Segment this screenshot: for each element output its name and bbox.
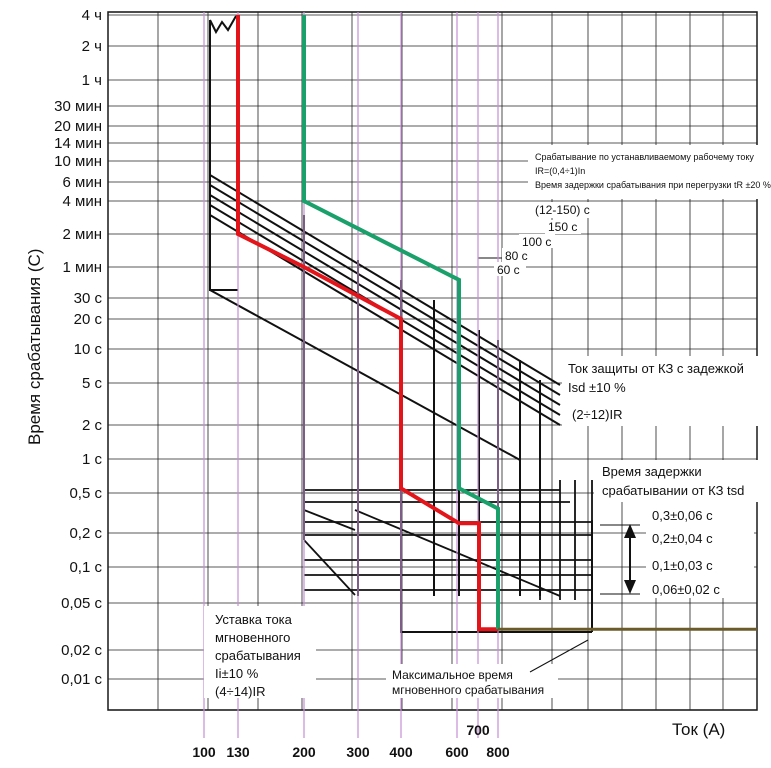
band-line [209, 20, 238, 291]
max-annotation-leader [529, 639, 589, 673]
y-tick-label: 0,01 с [61, 671, 102, 688]
tr-value-range: (12-150) с [535, 203, 590, 217]
tr-value-60: 60 с [497, 263, 520, 277]
band-line [209, 15, 237, 35]
max-annotation-line-1: Максимальное время [392, 668, 513, 682]
y-tick-label: 1 с [82, 451, 103, 468]
isd-annotation: Ток защиты от КЗ с задежкой Isd ±10 % (2… [562, 356, 762, 426]
y-tick-label: 20 мин [54, 118, 102, 135]
y-axis-label: Время срабатывания (С) [25, 249, 44, 445]
x-tick-label: 300 [346, 744, 370, 760]
x-axis-label: Ток (А) [672, 720, 725, 739]
y-tick-label: 2 с [82, 417, 103, 434]
ir-annotation-line-2: IR=(0,4÷1)In [535, 166, 585, 176]
tsd-annotation-line-1: Время задержки [602, 464, 702, 479]
y-tick-label: 1 ч [82, 72, 102, 89]
y-tick-label: 14 мин [54, 135, 102, 152]
y-tick-label: 0,5 с [69, 485, 102, 502]
band-line [209, 184, 561, 396]
x-tick-label: 400 [389, 744, 413, 760]
x-tick-labels: 100 130 200 300 400 600 700 800 [192, 722, 510, 760]
tsd-arrow-up [624, 524, 636, 538]
y-tick-label: 10 мин [54, 153, 102, 170]
x-tick-label: 100 [192, 744, 216, 760]
y-tick-label: 20 с [74, 311, 103, 328]
y-tick-label: 5 с [82, 375, 103, 392]
ii-annotation-line-1: Уставка тока [215, 612, 293, 627]
y-tick-label: 1 мин [63, 259, 103, 276]
band-line [303, 539, 356, 596]
y-tick-label: 30 с [74, 290, 103, 307]
y-tick-label: 4 мин [63, 193, 103, 210]
ii-annotation-line-3: срабатывания [215, 648, 301, 663]
band-line [303, 509, 356, 531]
tr-value-150: 150 с [548, 220, 577, 234]
max-annotation: Максимальное время мгновенного срабатыва… [386, 639, 589, 698]
ir-annotation: Срабатывание по устанавливаемому рабочем… [528, 145, 771, 199]
x-tick-label: 200 [292, 744, 316, 760]
x-tick-label: 600 [445, 744, 469, 760]
x-tick-label: 800 [486, 744, 510, 760]
tr-value-100: 100 с [522, 235, 551, 249]
band-line [209, 194, 561, 406]
y-tick-label: 0,2 с [69, 525, 102, 542]
isd-annotation-line-1: Ток защиты от КЗ с задежкой [568, 361, 744, 376]
y-tick-label: 4 ч [82, 7, 102, 24]
tsd-arrow-down [624, 580, 636, 594]
series-line-0 [236, 15, 498, 632]
ii-annotation-line-5: (4÷14)IR [215, 684, 265, 699]
band-line [209, 174, 561, 386]
ir-annotation-line-1: Срабатывание по устанавливаемому рабочем… [535, 152, 754, 162]
ir-annotation-line-3: Время задержки срабатывания при перегруз… [535, 180, 771, 190]
tsd-annotation: Время задержки срабатывании от КЗ tsd 0,… [594, 460, 762, 598]
ii-annotation-line-4: Ii±10 % [215, 666, 259, 681]
series-layer [236, 15, 757, 632]
y-tick-label: 6 мин [63, 174, 103, 191]
y-tick-label: 0,02 с [61, 642, 102, 659]
max-annotation-line-2: мгновенного срабатывания [392, 683, 544, 697]
tsd-value-03: 0,3±0,06 с [652, 508, 713, 523]
x-tick-label: 130 [226, 744, 250, 760]
y-tick-label: 2 мин [63, 226, 103, 243]
isd-annotation-line-2: Isd ±10 % [568, 380, 626, 395]
ii-annotation: Уставка тока мгновенного срабатывания Ii… [204, 606, 316, 699]
tsd-value-006: 0,06±0,02 с [652, 582, 720, 597]
tr-value-80: 80 с [505, 249, 528, 263]
y-tick-label: 10 с [74, 341, 103, 358]
tsd-value-02: 0,2±0,04 с [652, 531, 713, 546]
y-tick-label: 30 мин [54, 98, 102, 115]
tr-values: (12-150) с 150 с 100 с 80 с 60 с [494, 202, 602, 277]
series-line-1 [302, 15, 500, 630]
tsd-annotation-line-2: срабатывании от КЗ tsd [602, 483, 744, 498]
ii-annotation-line-2: мгновенного [215, 630, 290, 645]
band-line [209, 289, 521, 461]
y-tick-label: 0,05 с [61, 595, 102, 612]
x-tick-label: 700 [466, 722, 490, 738]
isd-annotation-line-3: (2÷12)IR [572, 407, 622, 422]
y-tick-label: 2 ч [82, 38, 102, 55]
tsd-value-01: 0,1±0,03 с [652, 558, 713, 573]
y-tick-label: 0,1 с [69, 559, 102, 576]
